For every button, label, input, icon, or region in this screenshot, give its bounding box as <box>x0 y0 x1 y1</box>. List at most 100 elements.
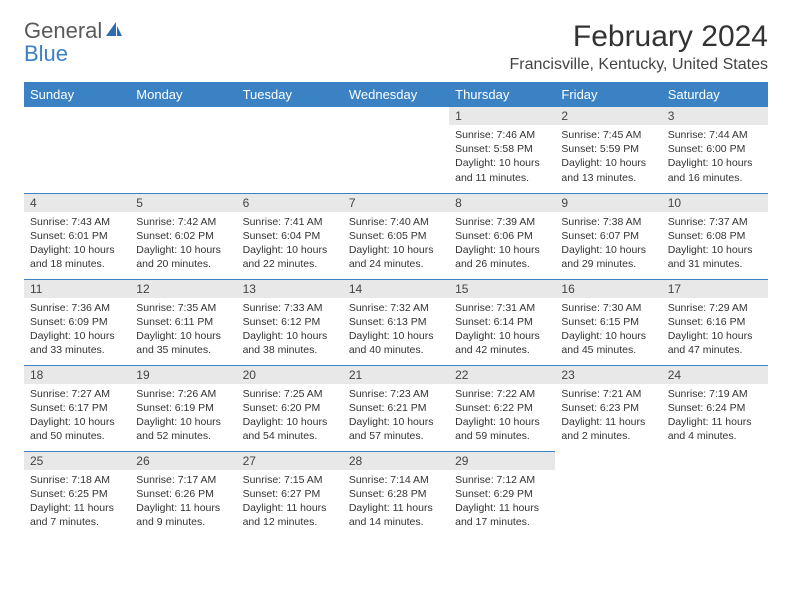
day-details: Sunrise: 7:43 AMSunset: 6:01 PMDaylight:… <box>24 212 130 276</box>
day-details: Sunrise: 7:19 AMSunset: 6:24 PMDaylight:… <box>662 384 768 448</box>
day-details: Sunrise: 7:25 AMSunset: 6:20 PMDaylight:… <box>237 384 343 448</box>
day-number: 2 <box>555 107 661 125</box>
calendar-day-cell <box>24 107 130 193</box>
calendar-day-cell: 26Sunrise: 7:17 AMSunset: 6:26 PMDayligh… <box>130 451 236 537</box>
calendar-day-cell: 29Sunrise: 7:12 AMSunset: 6:29 PMDayligh… <box>449 451 555 537</box>
calendar-day-cell <box>662 451 768 537</box>
day-details: Sunrise: 7:26 AMSunset: 6:19 PMDaylight:… <box>130 384 236 448</box>
day-number: 28 <box>343 452 449 470</box>
calendar-day-cell: 19Sunrise: 7:26 AMSunset: 6:19 PMDayligh… <box>130 365 236 451</box>
day-details: Sunrise: 7:22 AMSunset: 6:22 PMDaylight:… <box>449 384 555 448</box>
calendar-day-cell: 8Sunrise: 7:39 AMSunset: 6:06 PMDaylight… <box>449 193 555 279</box>
logo-text-blue: Blue <box>24 41 68 66</box>
day-number: 29 <box>449 452 555 470</box>
calendar-day-cell: 20Sunrise: 7:25 AMSunset: 6:20 PMDayligh… <box>237 365 343 451</box>
day-number: 22 <box>449 366 555 384</box>
weekday-header: Monday <box>130 82 236 107</box>
logo: General Blue <box>24 20 124 66</box>
calendar-day-cell: 3Sunrise: 7:44 AMSunset: 6:00 PMDaylight… <box>662 107 768 193</box>
calendar-day-cell: 16Sunrise: 7:30 AMSunset: 6:15 PMDayligh… <box>555 279 661 365</box>
calendar-week-row: 25Sunrise: 7:18 AMSunset: 6:25 PMDayligh… <box>24 451 768 537</box>
calendar-day-cell <box>237 107 343 193</box>
calendar-day-cell: 22Sunrise: 7:22 AMSunset: 6:22 PMDayligh… <box>449 365 555 451</box>
calendar-day-cell: 4Sunrise: 7:43 AMSunset: 6:01 PMDaylight… <box>24 193 130 279</box>
day-details: Sunrise: 7:33 AMSunset: 6:12 PMDaylight:… <box>237 298 343 362</box>
location: Francisville, Kentucky, United States <box>510 56 768 74</box>
calendar-day-cell: 1Sunrise: 7:46 AMSunset: 5:58 PMDaylight… <box>449 107 555 193</box>
day-number: 23 <box>555 366 661 384</box>
day-details: Sunrise: 7:12 AMSunset: 6:29 PMDaylight:… <box>449 470 555 534</box>
calendar-day-cell: 17Sunrise: 7:29 AMSunset: 6:16 PMDayligh… <box>662 279 768 365</box>
calendar-day-cell: 21Sunrise: 7:23 AMSunset: 6:21 PMDayligh… <box>343 365 449 451</box>
day-details: Sunrise: 7:38 AMSunset: 6:07 PMDaylight:… <box>555 212 661 276</box>
day-details: Sunrise: 7:41 AMSunset: 6:04 PMDaylight:… <box>237 212 343 276</box>
calendar-day-cell: 13Sunrise: 7:33 AMSunset: 6:12 PMDayligh… <box>237 279 343 365</box>
day-details: Sunrise: 7:14 AMSunset: 6:28 PMDaylight:… <box>343 470 449 534</box>
weekday-header: Sunday <box>24 82 130 107</box>
calendar-week-row: 1Sunrise: 7:46 AMSunset: 5:58 PMDaylight… <box>24 107 768 193</box>
day-number: 26 <box>130 452 236 470</box>
calendar-header-row: SundayMondayTuesdayWednesdayThursdayFrid… <box>24 82 768 107</box>
calendar-day-cell <box>130 107 236 193</box>
calendar-day-cell: 11Sunrise: 7:36 AMSunset: 6:09 PMDayligh… <box>24 279 130 365</box>
sail-icon <box>104 20 124 43</box>
day-number: 25 <box>24 452 130 470</box>
calendar-day-cell: 27Sunrise: 7:15 AMSunset: 6:27 PMDayligh… <box>237 451 343 537</box>
calendar-day-cell <box>343 107 449 193</box>
calendar-body: 1Sunrise: 7:46 AMSunset: 5:58 PMDaylight… <box>24 107 768 537</box>
day-number: 21 <box>343 366 449 384</box>
day-number: 1 <box>449 107 555 125</box>
day-number: 27 <box>237 452 343 470</box>
weekday-header: Wednesday <box>343 82 449 107</box>
day-number: 9 <box>555 194 661 212</box>
day-details: Sunrise: 7:39 AMSunset: 6:06 PMDaylight:… <box>449 212 555 276</box>
calendar-day-cell: 28Sunrise: 7:14 AMSunset: 6:28 PMDayligh… <box>343 451 449 537</box>
day-details: Sunrise: 7:40 AMSunset: 6:05 PMDaylight:… <box>343 212 449 276</box>
day-number: 5 <box>130 194 236 212</box>
calendar-day-cell: 5Sunrise: 7:42 AMSunset: 6:02 PMDaylight… <box>130 193 236 279</box>
day-number: 3 <box>662 107 768 125</box>
day-number: 20 <box>237 366 343 384</box>
day-details: Sunrise: 7:44 AMSunset: 6:00 PMDaylight:… <box>662 125 768 189</box>
calendar-week-row: 11Sunrise: 7:36 AMSunset: 6:09 PMDayligh… <box>24 279 768 365</box>
day-details: Sunrise: 7:17 AMSunset: 6:26 PMDaylight:… <box>130 470 236 534</box>
weekday-header: Tuesday <box>237 82 343 107</box>
calendar-day-cell: 12Sunrise: 7:35 AMSunset: 6:11 PMDayligh… <box>130 279 236 365</box>
day-details: Sunrise: 7:46 AMSunset: 5:58 PMDaylight:… <box>449 125 555 189</box>
calendar-week-row: 18Sunrise: 7:27 AMSunset: 6:17 PMDayligh… <box>24 365 768 451</box>
calendar-day-cell: 6Sunrise: 7:41 AMSunset: 6:04 PMDaylight… <box>237 193 343 279</box>
calendar-day-cell: 10Sunrise: 7:37 AMSunset: 6:08 PMDayligh… <box>662 193 768 279</box>
calendar-day-cell: 9Sunrise: 7:38 AMSunset: 6:07 PMDaylight… <box>555 193 661 279</box>
calendar-week-row: 4Sunrise: 7:43 AMSunset: 6:01 PMDaylight… <box>24 193 768 279</box>
day-details: Sunrise: 7:21 AMSunset: 6:23 PMDaylight:… <box>555 384 661 448</box>
day-number: 10 <box>662 194 768 212</box>
day-details: Sunrise: 7:29 AMSunset: 6:16 PMDaylight:… <box>662 298 768 362</box>
day-number: 11 <box>24 280 130 298</box>
day-details: Sunrise: 7:42 AMSunset: 6:02 PMDaylight:… <box>130 212 236 276</box>
day-details: Sunrise: 7:37 AMSunset: 6:08 PMDaylight:… <box>662 212 768 276</box>
day-number: 4 <box>24 194 130 212</box>
day-details: Sunrise: 7:31 AMSunset: 6:14 PMDaylight:… <box>449 298 555 362</box>
weekday-header: Friday <box>555 82 661 107</box>
month-title: February 2024 <box>510 20 768 54</box>
day-number: 6 <box>237 194 343 212</box>
day-number: 18 <box>24 366 130 384</box>
day-number: 12 <box>130 280 236 298</box>
calendar-day-cell: 25Sunrise: 7:18 AMSunset: 6:25 PMDayligh… <box>24 451 130 537</box>
day-number: 8 <box>449 194 555 212</box>
calendar-day-cell: 24Sunrise: 7:19 AMSunset: 6:24 PMDayligh… <box>662 365 768 451</box>
calendar-day-cell: 2Sunrise: 7:45 AMSunset: 5:59 PMDaylight… <box>555 107 661 193</box>
calendar-day-cell: 18Sunrise: 7:27 AMSunset: 6:17 PMDayligh… <box>24 365 130 451</box>
day-details: Sunrise: 7:30 AMSunset: 6:15 PMDaylight:… <box>555 298 661 362</box>
day-number: 17 <box>662 280 768 298</box>
header: General Blue February 2024 Francisville,… <box>24 20 768 74</box>
day-number: 7 <box>343 194 449 212</box>
day-number: 13 <box>237 280 343 298</box>
day-details: Sunrise: 7:32 AMSunset: 6:13 PMDaylight:… <box>343 298 449 362</box>
day-details: Sunrise: 7:45 AMSunset: 5:59 PMDaylight:… <box>555 125 661 189</box>
day-details: Sunrise: 7:35 AMSunset: 6:11 PMDaylight:… <box>130 298 236 362</box>
day-details: Sunrise: 7:15 AMSunset: 6:27 PMDaylight:… <box>237 470 343 534</box>
day-number: 14 <box>343 280 449 298</box>
day-number: 19 <box>130 366 236 384</box>
calendar-table: SundayMondayTuesdayWednesdayThursdayFrid… <box>24 82 768 537</box>
